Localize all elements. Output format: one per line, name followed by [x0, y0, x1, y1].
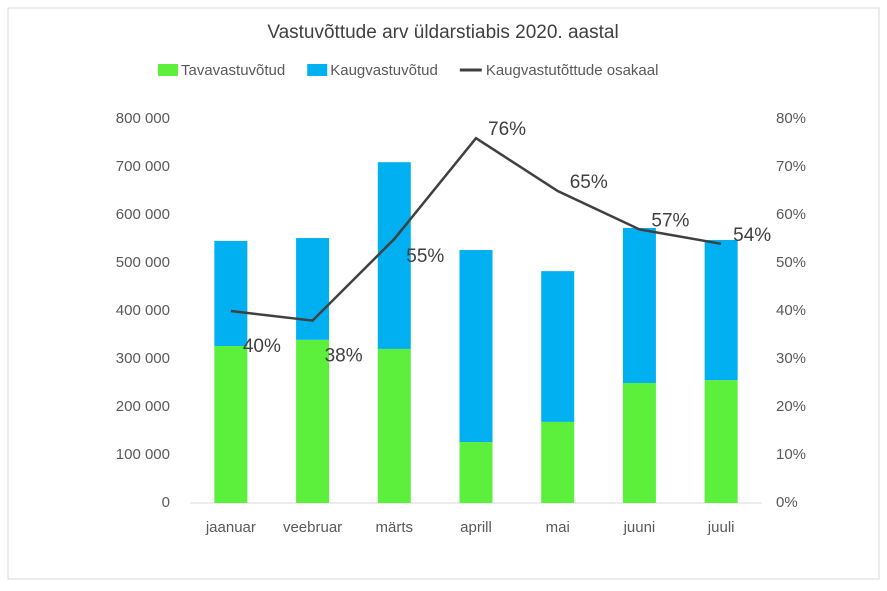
y-tick-label: 400 000: [116, 302, 170, 319]
bar: [296, 238, 330, 340]
legend-label: Kaugvastuvõtud: [330, 62, 438, 79]
y-tick-label: 0: [162, 494, 170, 511]
bar: [214, 240, 248, 347]
x-tick-label: märts: [376, 519, 414, 536]
data-label: 38%: [325, 346, 363, 367]
y2-tick-label: 60%: [776, 206, 806, 223]
x-tick-label: aprill: [460, 519, 492, 536]
legend-swatch: [307, 64, 328, 76]
data-label: 55%: [406, 246, 444, 267]
y-tick-label: 700 000: [116, 158, 170, 175]
x-tick-label: juuni: [623, 519, 656, 536]
chart-frame: [7, 7, 880, 580]
y-tick-label: 200 000: [116, 398, 170, 415]
bar: [296, 339, 330, 503]
y2-tick-label: 40%: [776, 302, 806, 319]
y2-tick-label: 0%: [776, 494, 798, 511]
y2-tick-label: 80%: [776, 110, 806, 127]
bar: [459, 442, 493, 503]
bar: [214, 346, 248, 503]
x-tick-label: veebruar: [283, 519, 342, 536]
legend-label: Tavavastuvõtud: [181, 62, 285, 79]
y2-tick-label: 30%: [776, 350, 806, 367]
y-tick-label: 800 000: [116, 110, 170, 127]
legend-label: Kaugvastutõttude osakaal: [486, 62, 659, 79]
data-label: 76%: [488, 119, 526, 140]
y2-tick-label: 10%: [776, 446, 806, 463]
y-tick-label: 300 000: [116, 350, 170, 367]
legend-swatch: [158, 64, 178, 76]
y-tick-label: 500 000: [116, 254, 170, 271]
bar: [704, 239, 738, 381]
x-tick-label: juuli: [707, 519, 735, 536]
y2-tick-label: 50%: [776, 254, 806, 271]
y-tick-label: 100 000: [116, 446, 170, 463]
y-tick-label: 600 000: [116, 206, 170, 223]
bar: [377, 348, 411, 503]
bar: [622, 227, 656, 383]
data-label: 54%: [733, 225, 771, 246]
y2-tick-label: 70%: [776, 158, 806, 175]
bar: [704, 380, 738, 503]
bar: [541, 271, 575, 422]
bar: [459, 250, 493, 443]
data-label: 40%: [243, 336, 281, 357]
y2-tick-label: 20%: [776, 398, 806, 415]
data-label: 65%: [570, 172, 608, 193]
x-tick-label: mai: [546, 519, 570, 536]
x-tick-label: jaanuar: [205, 519, 256, 536]
bar: [377, 162, 411, 349]
line: [230, 136, 722, 322]
data-label: 57%: [651, 210, 689, 231]
bar: [622, 383, 656, 503]
bar: [541, 421, 575, 503]
chart-title: Vastuvõttude arv üldarstiabis 2020. aast…: [267, 22, 618, 43]
